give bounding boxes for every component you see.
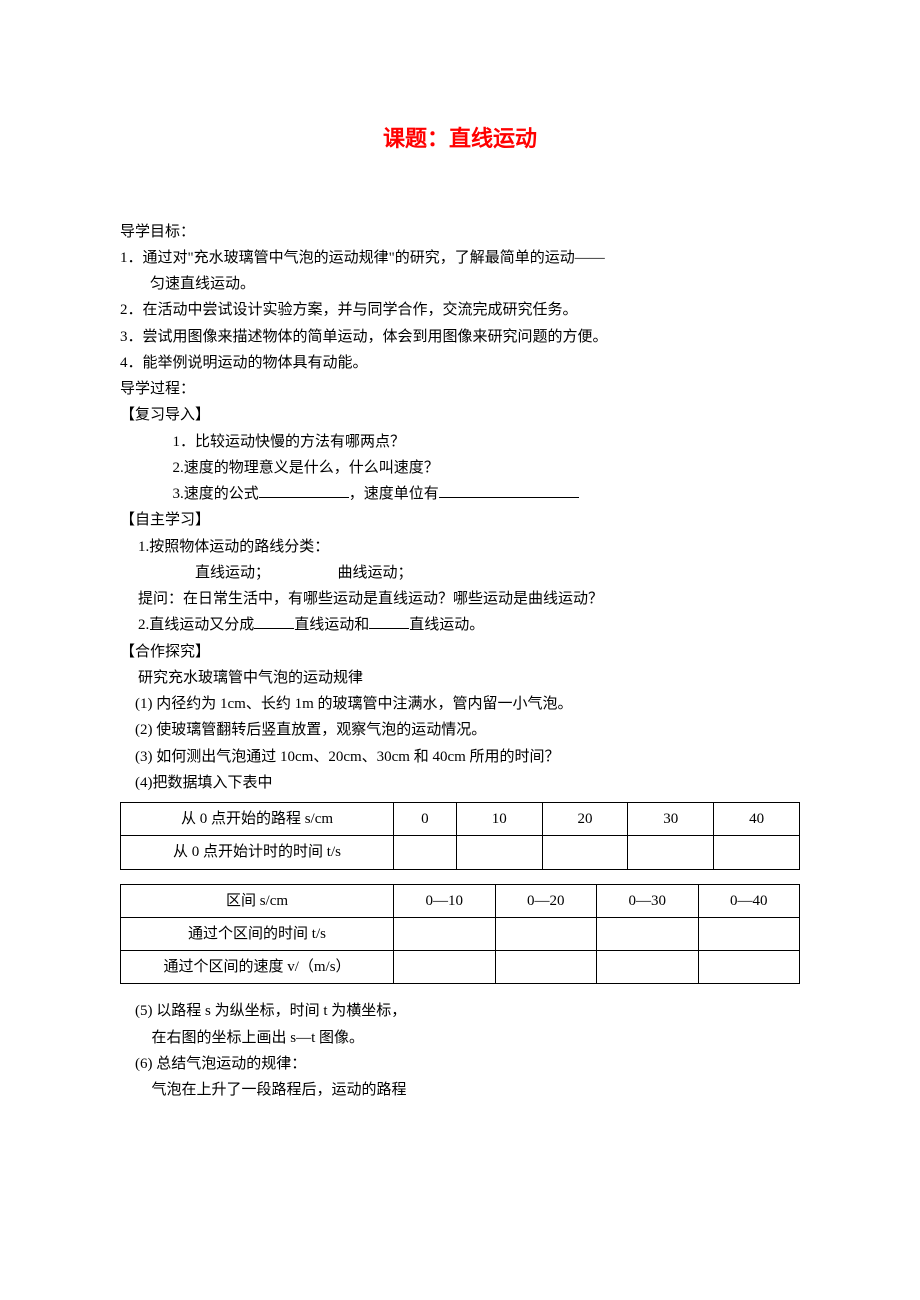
selfstudy-2b: 直线运动和 — [294, 617, 369, 633]
t2-r3-c3[interactable] — [698, 951, 800, 984]
coop-header: 【合作探究】 — [120, 639, 800, 665]
review-q3-text-a: 3.速度的公式 — [173, 486, 259, 502]
selfstudy-2: 2.直线运动又分成 直线运动和 直线运动。 — [120, 612, 800, 638]
data-table-1: 从 0 点开始的路程 s/cm 0 10 20 30 40 从 0 点开始计时的… — [120, 802, 800, 870]
t1-r1-c0: 0 — [394, 803, 457, 836]
process-label: 导学过程： — [120, 376, 800, 402]
t1-r1-c2: 20 — [542, 803, 628, 836]
coop-step-5-line2: 在右图的坐标上画出 s—t 图像。 — [120, 1025, 800, 1051]
t2-r2-c3[interactable] — [698, 917, 800, 950]
coop-step-1: (1) 内径约为 1cm、长约 1m 的玻璃管中注满水，管内留一小气泡。 — [120, 691, 800, 717]
t2-r2-c0[interactable] — [394, 917, 496, 950]
coop-step-2: (2) 使玻璃管翻转后竖直放置，观察气泡的运动情况。 — [120, 717, 800, 743]
review-q3: 3.速度的公式 ，速度单位有 — [120, 481, 800, 507]
coop-step-3: (3) 如何测出气泡通过 10cm、20cm、30cm 和 40cm 所用的时间… — [120, 744, 800, 770]
t1-r1-label: 从 0 点开始的路程 s/cm — [121, 803, 394, 836]
t2-r1-c3: 0—40 — [698, 884, 800, 917]
blank-formula[interactable] — [259, 482, 349, 498]
table-row: 区间 s/cm 0—10 0—20 0—30 0—40 — [121, 884, 800, 917]
t2-r3-c2[interactable] — [597, 951, 699, 984]
type-curve: 曲线运动； — [338, 565, 413, 581]
objective-1-line2: 匀速直线运动。 — [120, 271, 800, 297]
review-q1: 1．比较运动快慢的方法有哪两点？ — [120, 429, 800, 455]
t2-r2-c1[interactable] — [495, 917, 597, 950]
table-row: 通过个区间的时间 t/s — [121, 917, 800, 950]
review-header: 【复习导入】 — [120, 402, 800, 428]
t2-r3-c1[interactable] — [495, 951, 597, 984]
t1-r2-c1[interactable] — [456, 836, 542, 869]
coop-step-6-line1: (6) 总结气泡运动的规律： — [120, 1051, 800, 1077]
t1-r2-c2[interactable] — [542, 836, 628, 869]
review-q2: 2.速度的物理意义是什么，什么叫速度？ — [120, 455, 800, 481]
coop-step-4: (4)把数据填入下表中 — [120, 770, 800, 796]
blank-type2[interactable] — [369, 613, 409, 629]
review-q3-text-b: ，速度单位有 — [349, 486, 439, 502]
selfstudy-1: 1.按照物体运动的路线分类： — [120, 534, 800, 560]
t1-r1-c4: 40 — [714, 803, 800, 836]
t2-r1-c0: 0—10 — [394, 884, 496, 917]
t1-r2-c3[interactable] — [628, 836, 714, 869]
t2-r3-c0[interactable] — [394, 951, 496, 984]
selfstudy-1-question: 提问：在日常生活中，有哪些运动是直线运动？哪些运动是曲线运动？ — [120, 586, 800, 612]
table-row: 从 0 点开始的路程 s/cm 0 10 20 30 40 — [121, 803, 800, 836]
objective-2: 2．在活动中尝试设计实验方案，并与同学合作，交流完成研究任务。 — [120, 297, 800, 323]
t1-r1-c1: 10 — [456, 803, 542, 836]
t2-r3-label: 通过个区间的速度 v/（m/s） — [121, 951, 394, 984]
selfstudy-header: 【自主学习】 — [120, 507, 800, 533]
selfstudy-2a: 2.直线运动又分成 — [138, 617, 254, 633]
objective-3: 3．尝试用图像来描述物体的简单运动，体会到用图像来研究问题的方便。 — [120, 324, 800, 350]
data-table-2: 区间 s/cm 0—10 0—20 0—30 0—40 通过个区间的时间 t/s… — [120, 884, 800, 985]
selfstudy-1-types: 直线运动； 曲线运动； — [120, 560, 800, 586]
page-title: 课题：直线运动 — [120, 120, 800, 159]
blank-unit[interactable] — [439, 482, 579, 498]
t2-r1-c1: 0—20 — [495, 884, 597, 917]
table-row: 从 0 点开始计时的时间 t/s — [121, 836, 800, 869]
t1-r1-c3: 30 — [628, 803, 714, 836]
coop-intro: 研究充水玻璃管中气泡的运动规律 — [120, 665, 800, 691]
coop-step-6-line2: 气泡在上升了一段路程后，运动的路程 — [120, 1077, 800, 1103]
t2-r1-label: 区间 s/cm — [121, 884, 394, 917]
t2-r2-c2[interactable] — [597, 917, 699, 950]
selfstudy-2c: 直线运动。 — [409, 617, 484, 633]
coop-step-5-line1: (5) 以路程 s 为纵坐标，时间 t 为横坐标， — [120, 998, 800, 1024]
t2-r1-c2: 0—30 — [597, 884, 699, 917]
blank-type1[interactable] — [254, 613, 294, 629]
objective-1-line1: 1．通过对"充水玻璃管中气泡的运动规律"的研究，了解最简单的运动—— — [120, 245, 800, 271]
table-row: 通过个区间的速度 v/（m/s） — [121, 951, 800, 984]
objectives-label: 导学目标： — [120, 219, 800, 245]
objective-4: 4．能举例说明运动的物体具有动能。 — [120, 350, 800, 376]
type-linear: 直线运动； — [195, 565, 270, 581]
t1-r2-label: 从 0 点开始计时的时间 t/s — [121, 836, 394, 869]
t1-r2-c0[interactable] — [394, 836, 457, 869]
t2-r2-label: 通过个区间的时间 t/s — [121, 917, 394, 950]
t1-r2-c4[interactable] — [714, 836, 800, 869]
